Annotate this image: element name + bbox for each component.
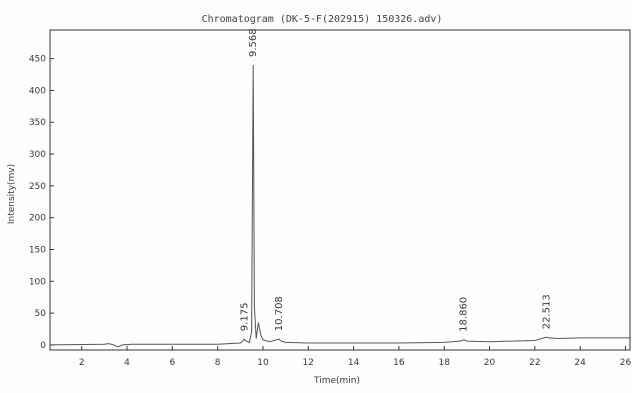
x-tick-label: 14: [348, 358, 360, 368]
x-tick-label: 2: [79, 358, 85, 368]
y-axis-label: Intensity(mv): [7, 164, 17, 224]
x-tick-label: 24: [574, 358, 586, 368]
peak-labels: 9.175 9.568 10.708 18.860 22.513: [239, 28, 552, 331]
x-tick-label: 6: [169, 358, 175, 368]
x-tick-label: 20: [484, 358, 496, 368]
y-tick-label: 50: [35, 309, 47, 319]
x-axis-label: Time(min): [313, 376, 360, 386]
y-tick-label: 250: [29, 182, 46, 192]
y-tick-label: 350: [29, 118, 46, 128]
chromatogram-trace: [49, 64, 630, 348]
x-tick-label: 10: [257, 358, 269, 368]
peak-label: 9.568: [248, 28, 259, 57]
plot-frame: [49, 29, 631, 351]
plot-area-border: [49, 29, 631, 351]
x-tick-label: 8: [215, 358, 221, 368]
x-tick-label: 12: [303, 358, 314, 368]
chart-title: Chromatogram (DK-5-F(202915) 150326.adv): [202, 14, 443, 25]
y-tick-label: 100: [29, 277, 46, 287]
y-tick-label: 300: [29, 150, 46, 160]
peak-label: 10.708: [274, 296, 285, 331]
y-tick-label: 200: [29, 214, 46, 224]
y-tick-label: 0: [40, 341, 46, 351]
x-tick-label: 4: [124, 358, 130, 368]
x-tick-label: 18: [438, 358, 450, 368]
peak-label: 18.860: [459, 297, 470, 332]
y-tick-label: 450: [29, 55, 46, 65]
x-axis: 2 4 6 8 10 12 14 16 18 20 22 24 26: [79, 346, 632, 368]
y-tick-label: 150: [29, 245, 46, 255]
x-tick-label: 16: [393, 358, 405, 368]
peak-label: 22.513: [541, 294, 552, 329]
peak-label: 9.175: [239, 303, 250, 332]
y-tick-label: 400: [29, 86, 46, 96]
x-tick-label: 26: [620, 358, 632, 368]
x-tick-label: 22: [529, 358, 540, 368]
y-axis: 0 50 100 150 200 250 300 350 400 450: [29, 55, 54, 351]
